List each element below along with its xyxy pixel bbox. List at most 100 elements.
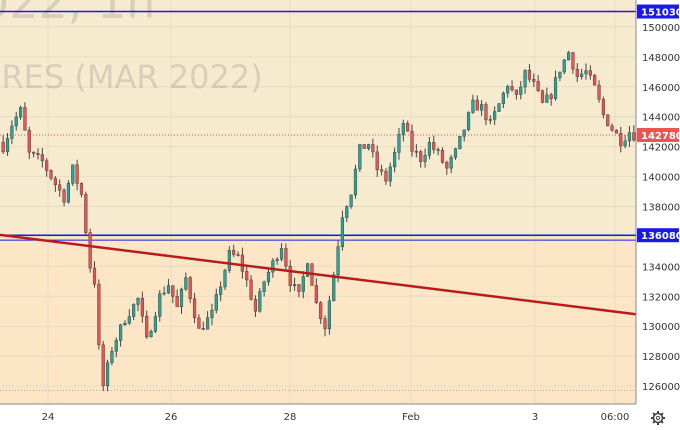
candle-body [32, 151, 36, 154]
candle-body [471, 99, 475, 113]
candle-body [488, 119, 492, 121]
gear-icon[interactable] [651, 411, 665, 425]
candle-body [445, 162, 449, 169]
candle-body [353, 168, 358, 196]
candle-body [345, 206, 349, 218]
candle-body [432, 141, 436, 150]
candle-body [597, 84, 601, 100]
candle-body [223, 270, 227, 288]
candle-body [371, 144, 375, 153]
candle-body [566, 52, 571, 61]
candle-body [53, 178, 57, 186]
candle-body [388, 166, 392, 182]
x-tick-label: 28 [284, 412, 297, 423]
candle-body [553, 77, 558, 99]
candle-body [140, 298, 144, 317]
candle-body [584, 70, 588, 75]
trendline [0, 233, 637, 316]
candle-body [458, 135, 462, 149]
candle-body [258, 291, 262, 312]
candle-body [292, 284, 297, 287]
candle-body [84, 194, 88, 233]
candle-body [466, 112, 471, 131]
candle-body [192, 298, 197, 319]
candle-body [419, 151, 423, 162]
candle-body [540, 90, 545, 103]
level-151030-badge [637, 4, 679, 19]
candle-body [297, 284, 301, 292]
price-axis[interactable]: 1260001280001300001320001340001360001380… [635, 0, 680, 430]
candle-body [558, 71, 562, 78]
candle-body [423, 155, 427, 162]
x-tick-label: Feb [402, 412, 420, 423]
candle-body [105, 362, 110, 387]
candle-body [375, 151, 379, 170]
candle-body [240, 254, 244, 272]
candle-body [497, 103, 501, 112]
candle-body [162, 292, 166, 295]
watermark-line-2: URES (MAR 2022) [0, 58, 263, 96]
candle-body [123, 322, 127, 325]
candle-body [593, 74, 597, 86]
y-tick-label: 132000 [642, 292, 680, 303]
candle-body [427, 141, 432, 156]
candle-body [36, 153, 40, 155]
y-tick-label: 130000 [642, 322, 680, 333]
candle-body [253, 299, 258, 312]
candle-body [436, 149, 440, 151]
candle-body [249, 279, 253, 300]
candle-body [523, 69, 527, 88]
trendline-group[interactable] [0, 233, 637, 316]
candle-body [366, 144, 371, 149]
watermark-line-1: 022, 1h [0, 0, 155, 29]
candle-body [575, 68, 579, 77]
time-axis[interactable]: 24 26 28 Feb 3 06:00 [0, 403, 680, 430]
candle-body [319, 302, 323, 320]
candle-body [79, 183, 84, 195]
candle-body [40, 154, 44, 162]
candle-body [527, 69, 532, 80]
candle-body [66, 182, 71, 203]
candle-body [145, 315, 149, 338]
candle-body [262, 281, 266, 292]
candle-body [327, 300, 331, 330]
candle-body [358, 144, 362, 170]
candle-body [536, 81, 540, 91]
price-axis-background [636, 0, 680, 430]
candle-body [71, 164, 75, 184]
candles[interactable] [1, 50, 636, 392]
y-tick-label: 144000 [642, 113, 680, 124]
candle-body [614, 129, 619, 134]
candle-body [349, 194, 353, 207]
candle-body [501, 92, 505, 104]
candle-body [306, 263, 310, 277]
candle-body [580, 73, 584, 77]
candle-body [571, 52, 575, 70]
y-tick-label: 128000 [642, 352, 680, 363]
grid-lines [0, 0, 636, 404]
candle-body [632, 132, 636, 141]
candle-body [532, 79, 536, 82]
candle-body [506, 86, 510, 94]
x-tick-label: 3 [532, 412, 538, 423]
candle-body [449, 157, 453, 169]
candle-body [480, 104, 484, 111]
candle-body [88, 232, 92, 269]
level-136080-badge [637, 228, 679, 243]
y-tick-label: 142000 [642, 143, 680, 154]
y-tick-label: 150000 [642, 23, 680, 34]
candle-body [184, 277, 188, 290]
candle-body [514, 89, 518, 95]
x-tick-label: 26 [165, 412, 178, 423]
candle-body [49, 170, 53, 179]
candle-body [414, 151, 418, 153]
y-tick-label: 126000 [642, 382, 680, 393]
candle-body [23, 107, 27, 131]
gear-hub [655, 415, 661, 421]
candle-body [519, 86, 523, 95]
watermark: 022, 1h URES (MAR 2022) [0, 0, 263, 96]
x-tick-label: 06:00 [601, 412, 630, 423]
candle-body [92, 267, 97, 285]
y-tick-label: 146000 [642, 83, 680, 94]
